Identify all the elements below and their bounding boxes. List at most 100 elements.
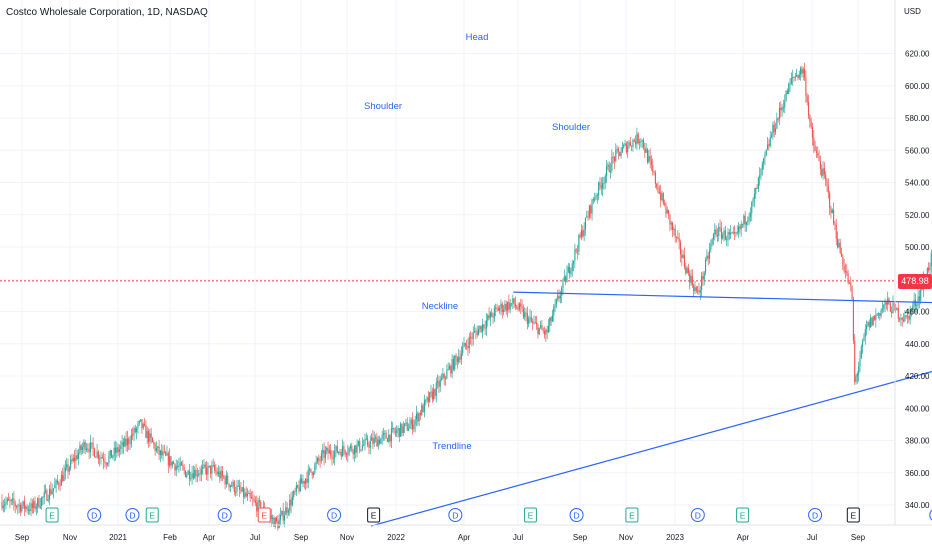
candle-body <box>863 336 865 341</box>
candle-body <box>343 446 345 451</box>
price-axis[interactable]: 340.00 360.00 380.00 400.00 420.00 440.00 460.… <box>894 0 930 525</box>
candle-body <box>858 366 860 374</box>
candle-body <box>627 146 629 153</box>
candle-body <box>133 428 135 436</box>
candle-body <box>592 199 594 201</box>
candle-body <box>628 142 630 147</box>
split-badge <box>367 507 381 523</box>
candle-body <box>741 224 744 226</box>
candle-body <box>683 255 685 267</box>
candle-body <box>765 149 767 156</box>
candle-body <box>496 307 498 309</box>
candle-body <box>471 337 473 339</box>
y-tick-label: 500.00 <box>905 243 930 252</box>
candle-body <box>695 287 697 291</box>
candle-body <box>562 279 564 289</box>
candle-body <box>574 249 576 261</box>
earnings_miss-badge <box>257 507 271 523</box>
candle-body <box>78 453 80 459</box>
candle-body <box>798 74 800 78</box>
candle-body <box>66 464 68 468</box>
candle-body <box>211 465 213 474</box>
candle-body <box>830 207 832 214</box>
y-tick-label: 440.00 <box>905 340 930 349</box>
currency-label: USD <box>904 7 921 16</box>
neckline-label: Neckline <box>422 301 458 312</box>
candle-body <box>310 468 312 472</box>
candle-body <box>854 340 856 382</box>
candle-body <box>331 454 333 459</box>
candle-body <box>546 329 548 332</box>
candle-body <box>826 180 828 186</box>
candle-body <box>54 485 56 489</box>
candle-body <box>274 517 276 527</box>
candle-body <box>158 446 160 455</box>
candle-body <box>720 228 722 239</box>
candle-body <box>426 397 428 400</box>
candle-body <box>521 306 523 309</box>
candle-body <box>790 77 792 84</box>
candle-body <box>649 156 651 161</box>
candle-body <box>43 491 45 497</box>
candle-body <box>679 242 682 255</box>
candle-body <box>83 442 85 448</box>
candle-body <box>210 465 212 474</box>
candle-body <box>613 156 616 162</box>
candle-body <box>591 199 593 214</box>
candle-body <box>118 449 121 452</box>
candle-body <box>51 490 53 494</box>
x-tick-label: Jul <box>807 533 817 542</box>
candle-body <box>866 325 868 330</box>
candle-body <box>145 425 147 438</box>
candle-body <box>916 304 918 307</box>
candle-body <box>644 147 646 153</box>
x-tick-label: Sep <box>573 533 588 542</box>
candle-body <box>516 306 518 309</box>
candle-body <box>294 491 296 493</box>
candle-body <box>335 445 337 451</box>
candle-body <box>558 295 560 299</box>
candle-body <box>270 515 272 519</box>
candle-body <box>749 213 751 217</box>
candle-body <box>326 447 328 451</box>
candle-body <box>596 195 598 197</box>
candle-body <box>281 510 283 515</box>
trendline <box>370 370 932 527</box>
candle-body <box>851 285 853 299</box>
candle-body <box>62 475 64 482</box>
candle-body <box>557 295 559 300</box>
candle-body <box>588 205 590 217</box>
candle-body <box>150 433 152 438</box>
candle-body <box>508 302 510 310</box>
candle-body <box>441 378 443 380</box>
candle-body <box>637 133 639 143</box>
candle-body <box>442 373 444 379</box>
candle-body <box>731 232 733 234</box>
candle-body <box>324 450 326 458</box>
candle-body <box>881 308 883 311</box>
candle-body <box>332 458 334 460</box>
candle-body <box>619 151 621 156</box>
candle-body <box>250 496 253 499</box>
x-tick-label: Sep <box>294 533 309 542</box>
y-tick-label: 600.00 <box>905 82 930 91</box>
candle-body <box>217 471 220 475</box>
candle-body <box>525 312 527 314</box>
time-axis[interactable]: Sep Nov 2021 Feb Apr Jul Sep Nov 2022 Apr Jul Sep No… <box>0 524 932 542</box>
candle-body <box>595 195 597 200</box>
candle-body <box>756 187 758 189</box>
candle-body <box>88 449 90 453</box>
candle-body <box>784 100 786 108</box>
candle-body <box>658 192 660 194</box>
candle-body <box>31 503 33 508</box>
candle-body <box>678 238 680 243</box>
candle-body <box>744 215 746 225</box>
candle-body <box>96 451 98 457</box>
candle-body <box>50 488 52 494</box>
candle-body <box>551 315 553 322</box>
candle-body <box>475 330 477 332</box>
candle-body <box>17 506 19 508</box>
candle-body <box>349 445 352 448</box>
candle-body <box>554 304 556 307</box>
